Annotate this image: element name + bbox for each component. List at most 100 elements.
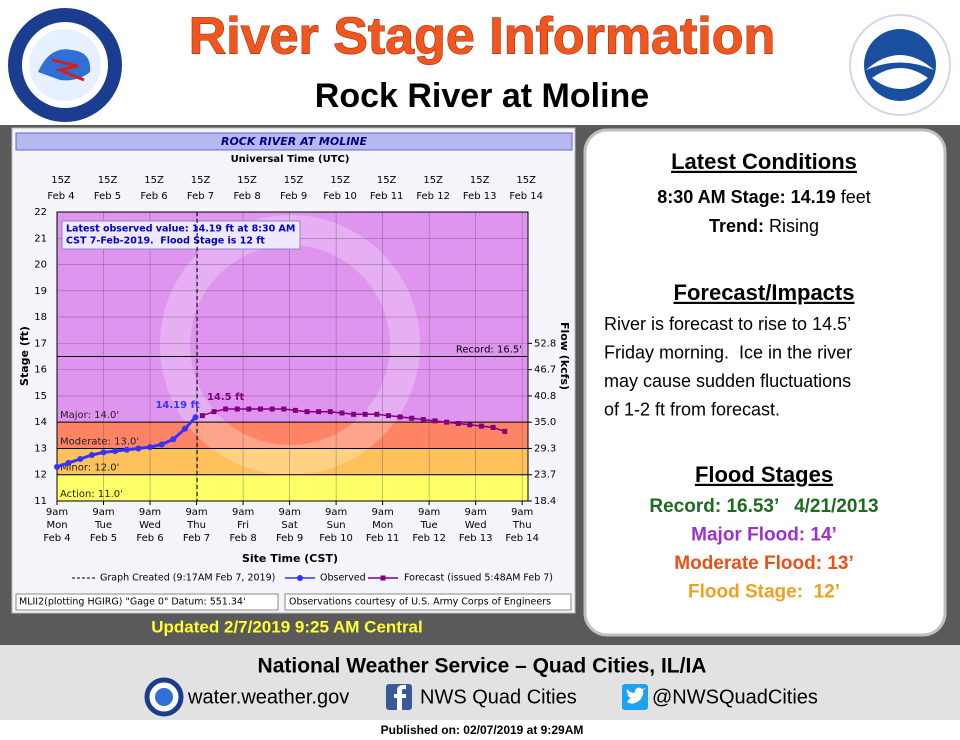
x-tick-date: Feb 10 (319, 533, 353, 544)
forecast-point (351, 411, 357, 417)
forecast-point (292, 407, 298, 413)
y-tick-label: 17 (34, 338, 47, 349)
observed-point (170, 436, 177, 443)
stage-band (57, 448, 528, 475)
forecast-point (467, 422, 473, 428)
forecast-point (316, 409, 322, 415)
x-tick-label: 9am (185, 507, 207, 518)
top-axis-label: Universal Time (UTC) (231, 154, 350, 165)
x-tick-weekday: Tue (94, 520, 112, 531)
chart-title: ROCK RIVER AT MOLINE (221, 135, 368, 148)
latest-stage: 8:30 AM Stage: 14.19 feet (657, 187, 870, 207)
top-tick-utc: 15Z (377, 175, 397, 186)
x-tick-weekday: Wed (139, 520, 161, 531)
x-tick-date: Feb 13 (459, 533, 493, 544)
footer-box (284, 593, 572, 611)
top-tick-date: Feb 11 (370, 191, 404, 202)
stage-label: Moderate: 13.0' (60, 436, 139, 447)
nws-icon-center (155, 688, 173, 706)
updated: Updated 2/7/2019 9:25 AM Central (151, 617, 422, 636)
observed-point (123, 446, 130, 453)
header-bg (0, 0, 960, 125)
forecast-line: River is forecast to rise to 14.5’ (604, 314, 851, 334)
forecast-point (304, 409, 310, 415)
forecast-point (223, 406, 229, 412)
title: River Stage Information (189, 8, 776, 66)
latest-trend-bold: Trend: (709, 216, 764, 236)
y-axis-title: Stage (ft) (18, 326, 31, 386)
footer-left: MLII2(plotting HGIRG) "Gage 0" Datum: 55… (19, 597, 246, 608)
y2-axis-title: Flow (kcfs) (558, 322, 571, 390)
flood-line: Flood Stage: 12’ (688, 582, 840, 603)
latest-stage-text: feet (841, 187, 871, 207)
x-tick-date: Feb 11 (366, 533, 400, 544)
info-panel (583, 128, 947, 637)
top-tick-date: Feb 9 (280, 191, 307, 202)
observed-point (192, 414, 199, 421)
top-tick-date: Feb 6 (140, 191, 167, 202)
x-tick-weekday: Thu (512, 520, 532, 531)
published: Published on: 02/07/2019 at 9:29AM (381, 723, 584, 737)
top-tick-date: Feb 5 (94, 191, 121, 202)
panel-heading: Forecast/Impacts (674, 280, 855, 305)
x-tick-label: 9am (465, 507, 487, 518)
x-tick-date: Feb 7 (183, 533, 210, 544)
x-tick-weekday: Thu (186, 520, 206, 531)
top-tick-date: Feb 7 (187, 191, 214, 202)
observed-point (54, 463, 60, 470)
footer-title: National Weather Service – Quad Cities, … (258, 655, 707, 678)
y-tick-label: 21 (34, 233, 47, 244)
observed-point (100, 449, 107, 456)
x-tick-weekday: Wed (465, 520, 487, 531)
subtitle: Rock River at Moline (315, 77, 649, 115)
forecast-point (211, 409, 217, 415)
forecast-point (374, 411, 380, 417)
forecast-point (269, 406, 275, 412)
forecast-point (490, 424, 496, 430)
nws-logo (8, 8, 122, 122)
forecast-line: Friday morning. Ice in the river (604, 342, 852, 362)
x-tick-label: 9am (139, 507, 161, 518)
flood-line: Record: 16.53’ 4/21/2013 (649, 496, 878, 517)
x-tick-weekday: Mon (46, 520, 67, 531)
stage-label: Minor: 12.0' (60, 463, 119, 474)
top-tick-utc: 15Z (237, 175, 257, 186)
y-tick-label: 22 (34, 207, 47, 218)
observed-point (65, 459, 72, 466)
x-tick-label: 9am (511, 507, 533, 518)
x-tick-weekday: Fri (237, 520, 249, 531)
forecast-point (362, 411, 368, 417)
x-tick-date: Feb 4 (43, 533, 70, 544)
y2-tick-label: 52.8 (534, 338, 556, 349)
x-tick-date: Feb 14 (505, 533, 539, 544)
top-tick-date: Feb 12 (416, 191, 450, 202)
y2-tick-label: 46.7 (534, 365, 556, 376)
x-tick-label: 9am (418, 507, 440, 518)
y-tick-label: 19 (34, 286, 47, 297)
y-tick-label: 18 (34, 312, 47, 323)
stage-label: Major: 14.0' (60, 410, 119, 421)
top-tick-date: Feb 13 (463, 191, 497, 202)
x-tick-label: 9am (278, 507, 300, 518)
record-label: Record: 16.5' (456, 345, 522, 356)
legend-created: Graph Created (9:17AM Feb 7, 2019) (100, 573, 275, 584)
footer-box (15, 593, 279, 611)
y-tick-label: 15 (34, 391, 47, 402)
top-tick-utc: 15Z (98, 175, 118, 186)
latest-trend: Trend: Rising (709, 216, 819, 236)
top-tick-utc: 15Z (330, 175, 350, 186)
forecast-point (199, 413, 205, 419)
y-tick-label: 14 (34, 417, 47, 428)
forecast-point (432, 418, 438, 424)
forecast-point (339, 410, 345, 416)
top-tick-date: Feb 14 (509, 191, 543, 202)
forecast-point (502, 428, 508, 434)
x-tick-weekday: Sun (327, 520, 346, 531)
top-tick-date: Feb 10 (323, 191, 357, 202)
top-tick-utc: 15Z (191, 175, 211, 186)
latest-stage-bold: 8:30 AM Stage: 14.19 (657, 187, 835, 207)
annotation: 14.5 ft (207, 392, 245, 403)
x-tick-date: Feb 5 (90, 533, 117, 544)
top-tick-date: Feb 8 (233, 191, 260, 202)
